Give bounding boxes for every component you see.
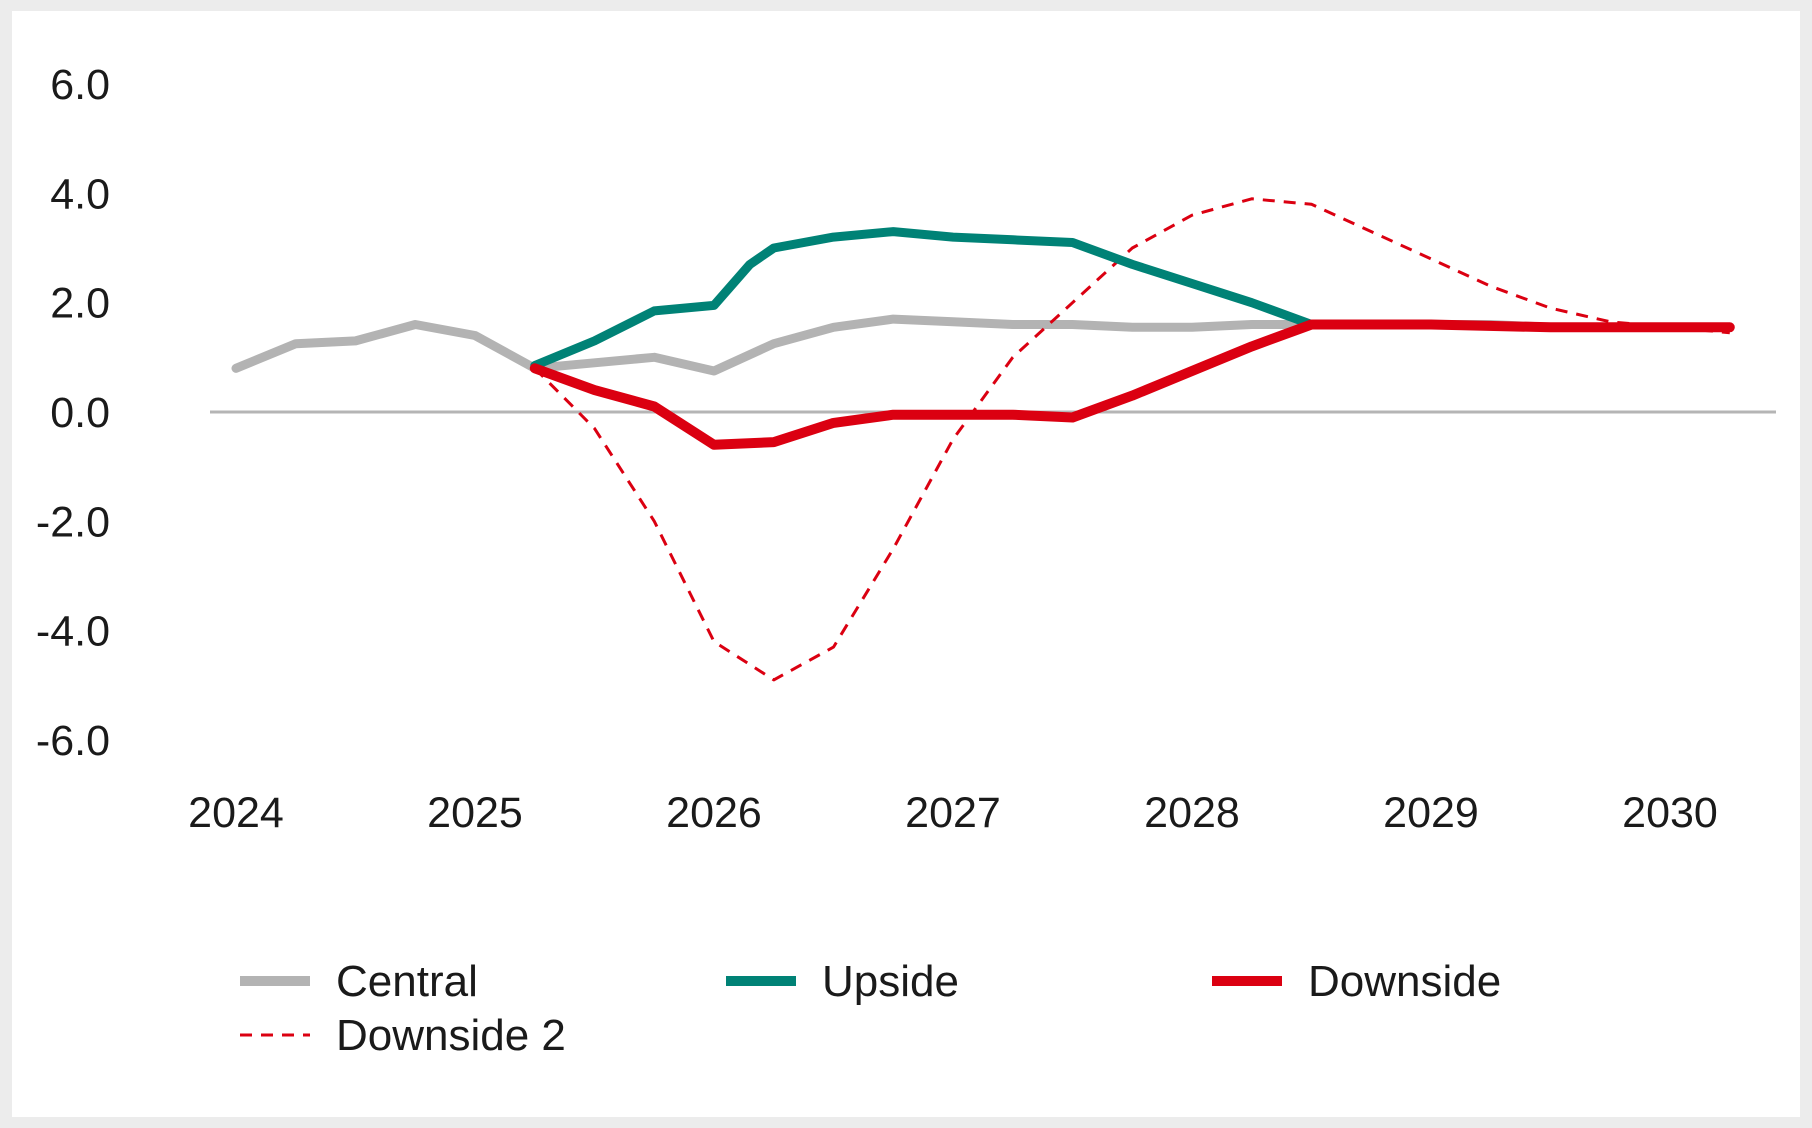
y-tick-label: 4.0 xyxy=(50,170,110,218)
series-line-downside xyxy=(529,319,1735,450)
plot-area xyxy=(231,197,1735,682)
y-axis: 6.0 4.0 2.0 0.0 -2.0 -4.0 -6.0 xyxy=(36,61,110,765)
x-tick-label: 2030 xyxy=(1622,789,1718,837)
legend-item-downside: Downside xyxy=(1212,957,1501,1006)
legend-label-central: Central xyxy=(336,957,478,1006)
legend: Central Upside Downside Downside 2 xyxy=(240,957,1501,1060)
legend-label-upside: Upside xyxy=(822,957,959,1006)
series-line-upside xyxy=(530,227,1735,370)
y-tick-label: 2.0 xyxy=(50,280,110,328)
y-tick-label: 6.0 xyxy=(50,61,110,109)
x-tick-label: 2029 xyxy=(1383,789,1479,837)
x-tick-label: 2025 xyxy=(427,789,523,837)
legend-item-central: Central xyxy=(240,957,478,1006)
series-line-downside-2 xyxy=(533,197,1730,682)
x-tick-label: 2024 xyxy=(188,789,284,837)
y-tick-label: 0.0 xyxy=(50,389,110,437)
x-tick-label: 2026 xyxy=(666,789,762,837)
chart-frame: 6.0 4.0 2.0 0.0 -2.0 -4.0 -6.0 2024 2025 2026 202… xyxy=(12,11,1800,1117)
legend-label-downside: Downside xyxy=(1308,957,1501,1006)
x-tick-label: 2027 xyxy=(905,789,1001,837)
y-tick-label: -4.0 xyxy=(36,608,110,656)
y-tick-label: -6.0 xyxy=(36,717,110,765)
legend-label-downside-2: Downside 2 xyxy=(336,1011,566,1060)
legend-item-upside: Upside xyxy=(726,957,959,1006)
line-chart: 6.04.02.00.0-2.0-4.0-6.0 2024 2025 2026 202… xyxy=(36,61,1776,1060)
legend-item-downside-2: Downside 2 xyxy=(240,1011,566,1060)
x-tick-label: 2028 xyxy=(1144,789,1240,837)
x-axis: 2024 2025 2026 2027 2028 2029 2030 xyxy=(188,789,1718,837)
y-tick-label: -2.0 xyxy=(36,498,110,546)
